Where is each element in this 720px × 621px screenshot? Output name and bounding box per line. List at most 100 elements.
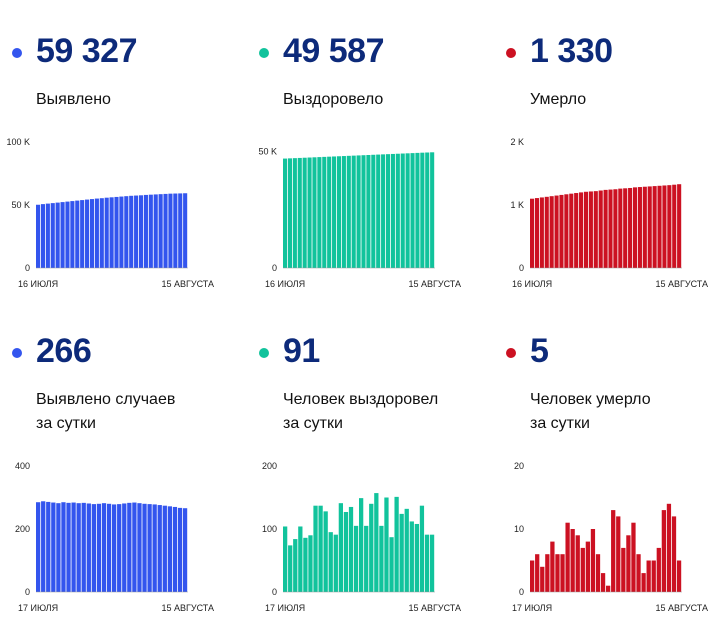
bar (606, 585, 611, 592)
bar (394, 496, 399, 592)
bar (540, 566, 545, 592)
bar (112, 504, 117, 592)
bar (56, 503, 61, 592)
bar (312, 157, 317, 268)
x-start-label: 17 июля (512, 603, 552, 613)
bar (356, 155, 361, 268)
bar (109, 197, 114, 268)
y-tick-label: 1 K (510, 200, 524, 210)
bar (549, 196, 554, 268)
stat-label-line: Человек умерло (530, 391, 651, 408)
bar (575, 535, 580, 592)
stat-panel: 266 Выявлено случаев за сутки 0 200 400 17 июл… (0, 300, 240, 613)
y-tick-label: 0 (272, 587, 277, 597)
bar (588, 191, 593, 268)
bar (147, 504, 152, 592)
stat-number: 49 587 (283, 32, 385, 70)
bar (374, 493, 379, 592)
x-end-label: 15 августа (655, 603, 708, 613)
bar (323, 511, 328, 592)
y-tick-label: 20 (514, 461, 524, 471)
bar (662, 185, 667, 268)
bar (384, 497, 389, 592)
bar (535, 554, 540, 592)
bar (132, 502, 137, 592)
bar (593, 191, 598, 268)
legend-dot-icon (259, 348, 269, 358)
bar (129, 195, 134, 268)
bar (381, 154, 386, 268)
bar (672, 184, 677, 268)
bar (65, 201, 70, 268)
bar (395, 153, 400, 268)
x-end-label: 15 августа (408, 279, 461, 289)
bar (647, 186, 652, 268)
bar (117, 504, 122, 592)
bar (346, 155, 351, 268)
bar (656, 547, 661, 592)
bar (415, 152, 420, 268)
bar-chart: 0 50 K 16 июля 15 августа (258, 146, 461, 289)
bar (399, 513, 404, 592)
bar (400, 153, 405, 268)
bar (530, 560, 535, 592)
bar (631, 522, 636, 592)
bar (101, 503, 107, 592)
bar (366, 155, 371, 268)
bar (336, 156, 342, 268)
bar (292, 158, 297, 268)
bar (288, 545, 293, 592)
bar (178, 193, 183, 268)
bar (404, 508, 409, 592)
bar (153, 194, 158, 268)
legend-dot-icon (12, 348, 22, 358)
bar (545, 554, 550, 592)
bar (636, 554, 641, 592)
bar (595, 554, 601, 592)
bar (293, 539, 298, 592)
bar (81, 502, 86, 592)
bar (371, 154, 376, 268)
y-tick-label: 0 (25, 587, 30, 597)
bar (75, 200, 80, 268)
stat-panel: 5 Человек умерло за сутки 0 10 20 17 июля 15 ав… (494, 300, 720, 613)
bar (550, 541, 555, 592)
bar (182, 508, 188, 592)
bar (621, 547, 626, 592)
bar (177, 507, 183, 592)
stat-panel: 49 587 Выздоровело 0 50 K 16 июля 15 августа (247, 0, 487, 300)
stat-number: 59 327 (36, 32, 138, 70)
bar (618, 188, 623, 268)
stat-number: 266 (36, 332, 92, 370)
bar (657, 185, 662, 268)
bar (559, 194, 564, 268)
bar (637, 187, 642, 268)
stat-label-line: Выздоровело (283, 91, 384, 108)
bar (641, 573, 646, 592)
bar (666, 503, 672, 592)
x-start-label: 16 июля (18, 279, 58, 289)
bar (148, 194, 153, 268)
bar (341, 156, 346, 268)
bar (287, 158, 292, 268)
bar (134, 195, 139, 268)
bar (564, 194, 569, 268)
bar (676, 560, 682, 592)
bar (60, 202, 65, 268)
bar (338, 503, 343, 592)
bar (555, 554, 560, 592)
bar (376, 154, 381, 268)
bar (96, 503, 102, 592)
bar (603, 189, 608, 268)
bar (70, 201, 75, 268)
bar (389, 537, 394, 592)
bar (570, 529, 575, 592)
bar (302, 157, 307, 268)
legend-dot-icon (12, 48, 22, 58)
bar (298, 526, 303, 592)
stat-label: Выявлено случаев за сутки (36, 388, 175, 436)
bar (283, 158, 288, 268)
bar (99, 198, 104, 268)
bar (671, 516, 677, 592)
stat-panel: 1 330 Умерло 0 1 K 2 K 16 июля 15 августа (494, 0, 720, 300)
